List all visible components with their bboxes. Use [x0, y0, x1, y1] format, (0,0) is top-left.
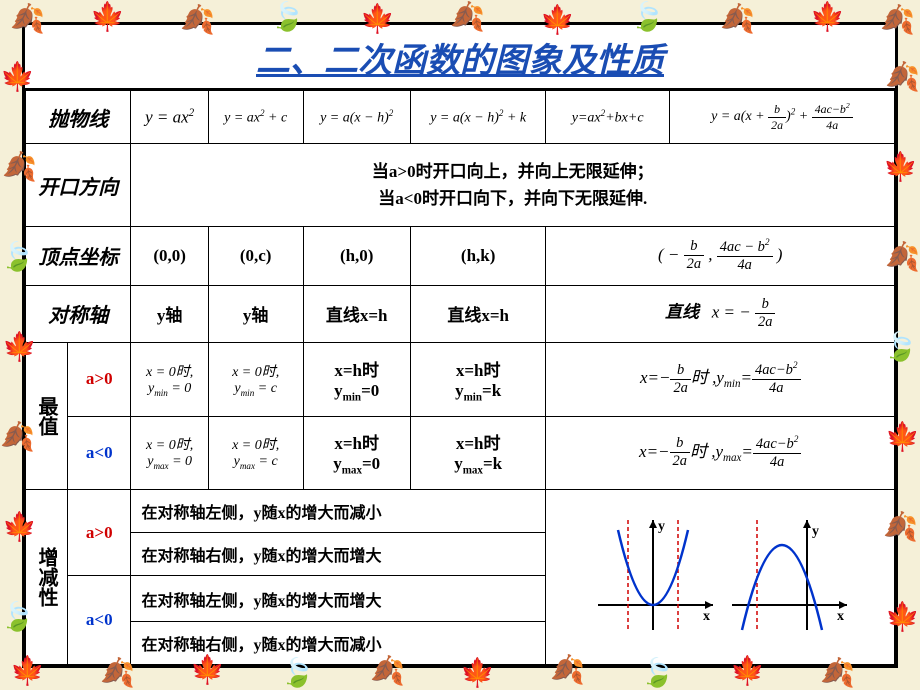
opening-line2: 当a<0时开口向下，并向下无限延伸. — [137, 185, 888, 212]
vertex-3: (h,0) — [303, 227, 410, 285]
vertex-1: (0,0) — [131, 227, 208, 285]
svg-text:x: x — [703, 609, 710, 624]
form-3: y = a(x − h)2 — [303, 91, 410, 144]
extreme-label: 最值 — [26, 342, 68, 489]
axis-label: 对称轴 — [26, 285, 131, 342]
mono-pos-label: a>0 — [68, 490, 131, 576]
ext-pos-1: x = 0时,ymin = 0 — [131, 342, 208, 416]
ext-neg-3: x=h时ymax=0 — [303, 416, 410, 490]
mono-pos-row1: 增减性 a>0 在对称轴左侧，y随x的增大而减小 y x — [26, 490, 895, 533]
vertex-label: 顶点坐标 — [26, 227, 131, 285]
mono-neg-left: 在对称轴左侧，y随x的增大而增大 — [131, 576, 546, 622]
parabola-graphs: y x y x — [546, 490, 895, 665]
mono-label: 增减性 — [26, 490, 68, 665]
axis-4: 直线x=h — [410, 285, 546, 342]
ext-neg-2: x = 0时,ymax = c — [208, 416, 303, 490]
ext-neg-1: x = 0时,ymax = 0 — [131, 416, 208, 490]
extreme-neg-label: a<0 — [68, 416, 131, 490]
properties-table: 抛物线 y = ax2 y = ax2 + c y = a(x − h)2 y … — [25, 90, 895, 665]
axis-general: 直线 x = − b2a — [546, 285, 895, 342]
slide-content: 二、二次函数的图象及性质 抛物线 y = ax2 y = ax2 + c y =… — [22, 22, 898, 668]
ext-neg-gen: x=−b2a时 ,ymax=4ac−b24a — [546, 416, 895, 490]
form-2: y = ax2 + c — [208, 91, 303, 144]
svg-text:x: x — [837, 609, 844, 624]
vertex-2: (0,c) — [208, 227, 303, 285]
ext-pos-gen: x=−b2a时 ,ymin=4ac−b24a — [546, 342, 895, 416]
parabola-down-graph: y x — [722, 515, 852, 635]
axis-3: 直线x=h — [303, 285, 410, 342]
extreme-pos-label: a>0 — [68, 342, 131, 416]
opening-row: 开口方向 当a>0时开口向上，并向上无限延伸； 当a<0时开口向下，并向下无限延… — [26, 144, 895, 227]
parabola-label: 抛物线 — [26, 91, 131, 144]
vertex-general: ( − b2a , 4ac − b24a ) — [546, 227, 895, 285]
axis-1: y轴 — [131, 285, 208, 342]
ext-pos-2: x = 0时,ymin = c — [208, 342, 303, 416]
vertex-row: 顶点坐标 (0,0) (0,c) (h,0) (h,k) ( − b2a , 4… — [26, 227, 895, 285]
mono-pos-right: 在对称轴右侧，y随x的增大而增大 — [131, 533, 546, 576]
ext-pos-3: x=h时ymin=0 — [303, 342, 410, 416]
vertex-4: (h,k) — [410, 227, 546, 285]
mono-neg-right: 在对称轴右侧，y随x的增大而减小 — [131, 621, 546, 664]
mono-neg-label: a<0 — [68, 576, 131, 665]
parabola-row: 抛物线 y = ax2 y = ax2 + c y = a(x − h)2 y … — [26, 91, 895, 144]
ext-pos-4: x=h时ymin=k — [410, 342, 546, 416]
opening-label: 开口方向 — [26, 144, 131, 227]
form-5: y=ax2+bx+c — [546, 91, 669, 144]
opening-text: 当a>0时开口向上，并向上无限延伸； 当a<0时开口向下，并向下无限延伸. — [131, 144, 895, 227]
form-4: y = a(x − h)2 + k — [410, 91, 546, 144]
svg-text:y: y — [812, 524, 819, 539]
form-1: y = ax2 — [131, 91, 208, 144]
axis-row: 对称轴 y轴 y轴 直线x=h 直线x=h 直线 x = − b2a — [26, 285, 895, 342]
extreme-neg-row: a<0 x = 0时,ymax = 0 x = 0时,ymax = c x=h时… — [26, 416, 895, 490]
extreme-pos-row: 最值 a>0 x = 0时,ymin = 0 x = 0时,ymin = c x… — [26, 342, 895, 416]
parabola-up-graph: y x — [588, 515, 718, 635]
mono-pos-left: 在对称轴左侧，y随x的增大而减小 — [131, 490, 546, 533]
axis-2: y轴 — [208, 285, 303, 342]
form-6: y = a(x + b2a)2 + 4ac−b24a — [669, 91, 894, 144]
ext-neg-4: x=h时ymax=k — [410, 416, 546, 490]
opening-line1: 当a>0时开口向上，并向上无限延伸； — [137, 158, 888, 185]
slide-title: 二、二次函数的图象及性质 — [25, 25, 895, 90]
svg-text:y: y — [658, 519, 665, 534]
